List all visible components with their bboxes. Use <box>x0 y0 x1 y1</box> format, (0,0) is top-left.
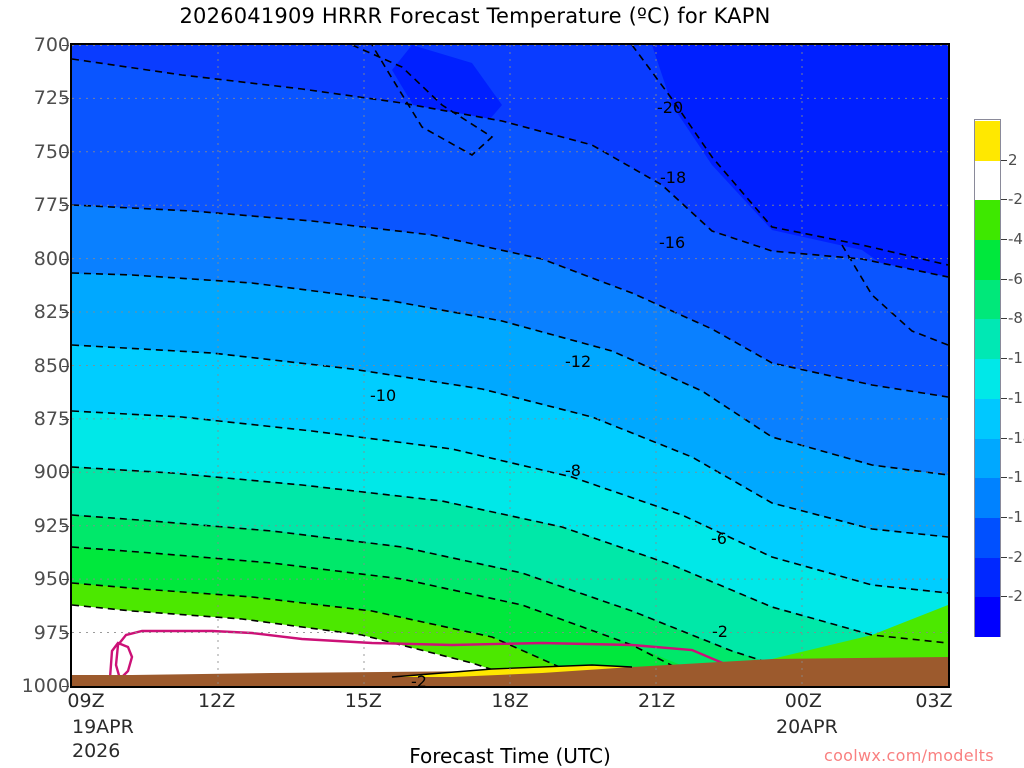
colorbar-label--12: -12 <box>1008 388 1024 407</box>
y-tick-label-900: 900 <box>33 461 70 484</box>
y-axis: 700 725 750 775 800 825 850 875 900 925 950 975 1000 <box>0 34 70 697</box>
x-tick-label-21Z: 21Z <box>638 690 676 712</box>
x-axis-title: Forecast Time (UTC) <box>409 744 611 768</box>
y-tick-mark-850 <box>62 365 69 367</box>
y-tick-label-800: 800 <box>33 247 70 270</box>
y-tick-label-825: 825 <box>33 301 70 324</box>
colorbar-tick <box>1001 516 1007 518</box>
x-tick-label-15Z: 15Z <box>344 690 382 712</box>
colorbar-tick <box>1001 159 1007 161</box>
colorbar-label--4: -4 <box>1008 230 1023 249</box>
colorbar-label-2: 2 <box>1008 150 1018 169</box>
y-tick-mark-750 <box>62 151 69 153</box>
y-tick-mark-775 <box>62 205 69 207</box>
x-axis: 09Z 12Z 15Z 18Z 21Z 00Z 03Z <box>67 690 953 720</box>
page-title: 2026041909 HRRR Forecast Temperature (ºC… <box>179 4 771 28</box>
colorbar-tick <box>1001 318 1007 320</box>
y-tick-label-1000: 1000 <box>21 675 70 697</box>
colorbar-band--20 <box>975 517 1000 558</box>
colorbar-label--20: -20 <box>1008 547 1024 566</box>
x-tick-label-03Z: 03Z <box>915 690 953 712</box>
colorbar-band--8 <box>975 279 1000 320</box>
contour-label: -8 <box>565 461 581 480</box>
colorbar-band--16 <box>975 438 1000 479</box>
colorbar-tick <box>1001 437 1007 439</box>
colorbar-label--14: -14 <box>1008 428 1024 447</box>
colorbar-label--22: -22 <box>1008 587 1024 606</box>
colorbar-gradient <box>974 119 1001 637</box>
contour-label: -20 <box>657 98 684 117</box>
x-date-start-year: 2026 <box>72 740 121 762</box>
colorbar-tick <box>1001 477 1007 479</box>
y-tick-mark-975 <box>62 632 69 634</box>
y-tick-mark-725 <box>62 98 69 100</box>
colorbar-band--4 <box>975 200 1000 241</box>
colorbar-label--18: -18 <box>1008 507 1024 526</box>
y-tick-mark-950 <box>62 579 69 581</box>
y-tick-label-750: 750 <box>33 140 70 163</box>
y-tick-mark-825 <box>62 312 69 314</box>
y-tick-label-725: 725 <box>33 87 70 110</box>
contour-label: -2 <box>712 622 728 641</box>
colorbar-band--14 <box>975 398 1000 439</box>
y-tick-mark-900 <box>62 472 69 474</box>
y-tick-label-925: 925 <box>33 514 70 537</box>
colorbar-band-2 <box>975 121 1000 161</box>
contour-label: -2 <box>411 672 427 688</box>
y-tick-mark-925 <box>62 525 69 527</box>
colorbar-tick <box>1001 199 1007 201</box>
colorbar-tick <box>1001 397 1007 399</box>
colorbar-tick <box>1001 358 1007 360</box>
y-tick-label-775: 775 <box>33 194 70 217</box>
y-tick-mark-1000 <box>62 686 69 687</box>
contour-label: -16 <box>659 233 686 252</box>
watermark: coolwx.com/modelts <box>824 746 994 765</box>
x-date-second-day: 20APR <box>776 716 838 738</box>
contour-label: -10 <box>370 386 397 405</box>
y-tick-label-975: 975 <box>33 621 70 644</box>
colorbar-tick <box>1001 596 1007 598</box>
x-date-start-day: 19APR <box>72 716 134 738</box>
colorbar-band--22 <box>975 557 1000 598</box>
colorbar-tick <box>1001 239 1007 241</box>
contour-label: -12 <box>565 352 592 371</box>
colorbar-band--18 <box>975 478 1000 518</box>
colorbar-label--10: -10 <box>1008 349 1024 368</box>
contour-label: -18 <box>660 168 687 187</box>
colorbar-band--6 <box>975 240 1000 280</box>
colorbar-tick <box>1001 556 1007 558</box>
x-tick-label-12Z: 12Z <box>198 690 236 712</box>
x-tick-label-18Z: 18Z <box>491 690 529 712</box>
colorbar-band-min <box>975 597 1000 637</box>
colorbar-tick <box>1001 278 1007 280</box>
colorbar-band--2 <box>975 160 1000 201</box>
colorbar-band--10 <box>975 319 1000 360</box>
y-tick-label-850: 850 <box>33 354 70 377</box>
plot-area: -20 -18 -16 -12 -10 -8 -6 -2 -2 <box>70 43 950 688</box>
colorbar-band--12 <box>975 359 1000 399</box>
y-tick-mark-800 <box>62 258 69 260</box>
y-tick-mark-875 <box>62 418 69 420</box>
colorbar-label--16: -16 <box>1008 468 1024 487</box>
colorbar: 2 -2 -4 -6 -8 -10 -12 -14 -16 -18 -20 -22 <box>974 119 1024 659</box>
colorbar-label--2: -2 <box>1008 190 1023 209</box>
y-tick-label-950: 950 <box>33 568 70 591</box>
colorbar-label--6: -6 <box>1008 269 1023 288</box>
y-tick-label-875: 875 <box>33 407 70 430</box>
y-tick-label-700: 700 <box>33 34 70 56</box>
temperature-cross-section <box>72 45 948 686</box>
contour-label: -6 <box>711 529 727 548</box>
x-tick-label-09Z: 09Z <box>67 690 105 712</box>
y-tick-mark-700 <box>62 45 69 46</box>
x-tick-label-00Z: 00Z <box>784 690 822 712</box>
colorbar-label--8: -8 <box>1008 309 1023 328</box>
